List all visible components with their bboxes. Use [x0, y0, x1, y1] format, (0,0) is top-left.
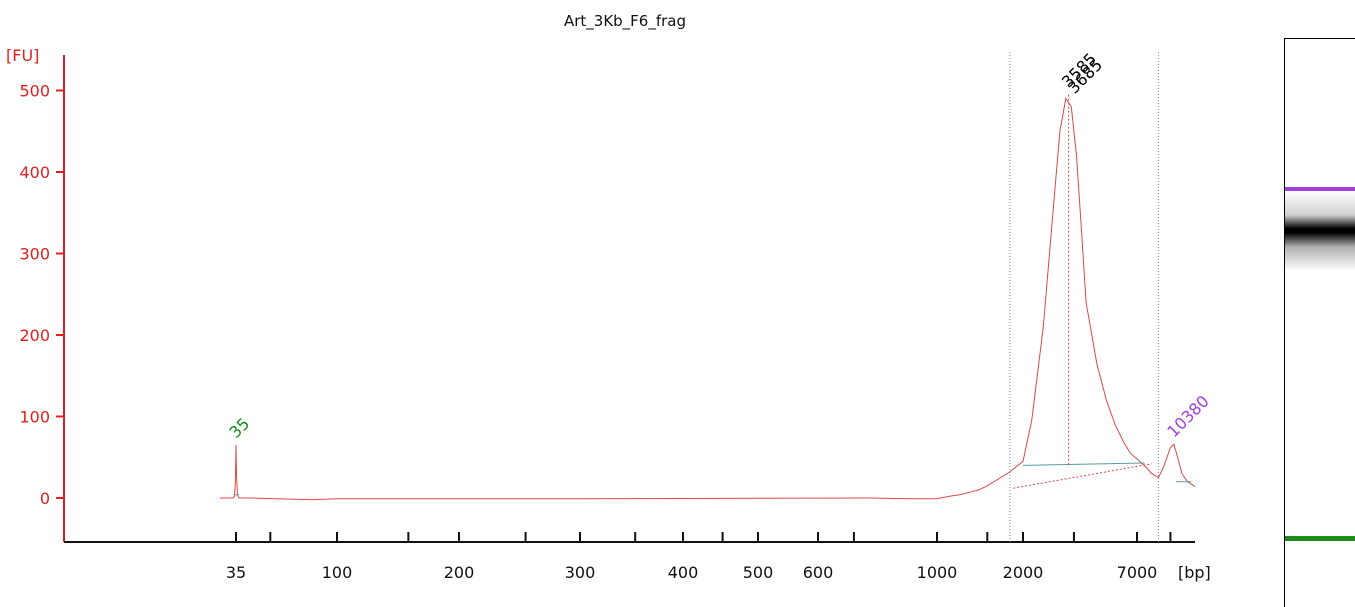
region-markers — [1009, 52, 1159, 542]
x-tick-label: 400 — [668, 563, 699, 582]
x-tick-label: 500 — [743, 563, 774, 582]
x-tick-label: 2000 — [1003, 563, 1044, 582]
x-tick-label: 35 — [226, 563, 246, 582]
electropherogram-trace — [220, 97, 1196, 501]
lower-marker-band — [1285, 536, 1355, 541]
peak-label: 10380 — [1163, 392, 1212, 441]
peak-label: 3685 — [1064, 55, 1106, 97]
y-tick-label: 200 — [19, 326, 50, 345]
y-tick-label: 300 — [19, 245, 50, 264]
peak-label: 35 — [225, 414, 253, 442]
chart-title: Art_3Kb_F6_frag — [564, 12, 686, 31]
x-tick-label: 1000 — [917, 563, 958, 582]
y-tick-label: 0 — [40, 489, 50, 508]
trace-layer — [220, 97, 1196, 501]
y-axis-label: [FU] — [6, 46, 39, 65]
region-baseline — [1022, 462, 1145, 466]
peak-baseline — [1013, 463, 1152, 489]
electropherogram-chart: Art_3Kb_F6_frag [FU] 0 100 200 300 400 500 35 1… — [6, 12, 1213, 582]
x-tick-label: 200 — [444, 563, 475, 582]
x-tick-label: 600 — [803, 563, 834, 582]
x-tick-label: 100 — [322, 563, 353, 582]
axes: 0 100 200 300 400 500 35 100 200 300 400 500 600 1000… — [19, 55, 1195, 582]
gel-lane — [1284, 38, 1355, 607]
y-tick-label: 100 — [19, 408, 50, 427]
y-tick-label: 400 — [19, 163, 50, 182]
x-tick-label: 7000 — [1117, 563, 1158, 582]
x-tick-label: 300 — [565, 563, 596, 582]
y-tick-label: 500 — [19, 82, 50, 101]
sample-band — [1285, 191, 1355, 271]
upper-marker-band — [1285, 187, 1355, 192]
x-axis-label: [bp] — [1178, 563, 1211, 582]
